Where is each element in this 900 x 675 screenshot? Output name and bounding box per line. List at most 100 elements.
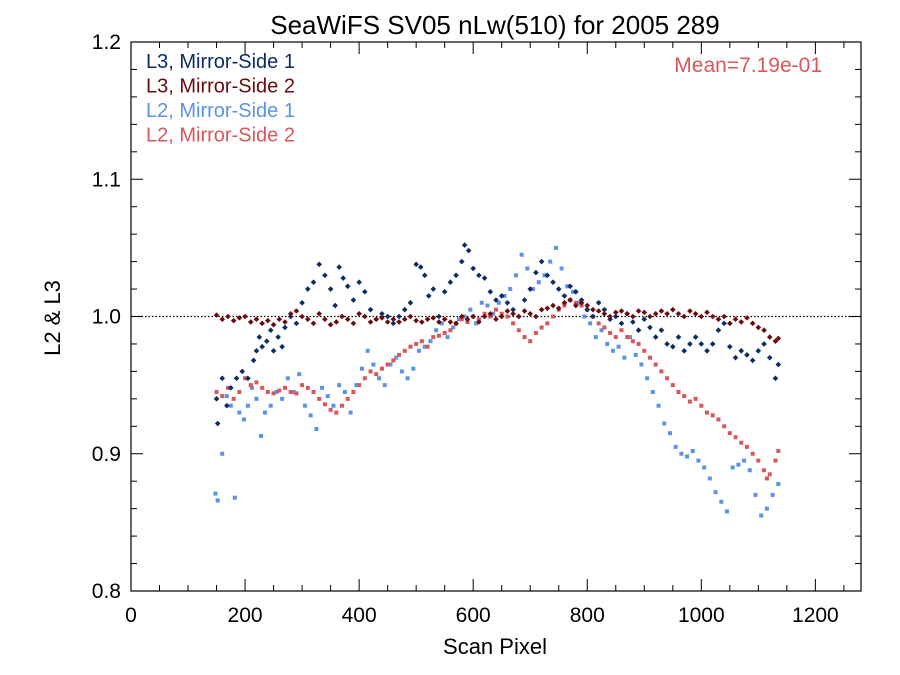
data-point xyxy=(481,275,488,281)
data-point xyxy=(320,385,325,390)
data-point xyxy=(447,279,454,285)
data-point xyxy=(764,506,769,511)
data-point xyxy=(453,272,459,279)
data-point xyxy=(727,320,733,327)
data-point xyxy=(550,279,556,285)
data-point xyxy=(533,330,538,335)
data-point xyxy=(727,343,733,350)
data-point xyxy=(522,335,527,340)
data-point xyxy=(742,458,747,463)
data-point xyxy=(348,410,353,415)
data-point xyxy=(698,313,705,320)
data-point xyxy=(390,316,397,323)
data-point xyxy=(476,319,482,325)
data-point xyxy=(608,330,613,335)
data-point xyxy=(721,320,727,327)
data-point xyxy=(519,252,524,257)
data-point xyxy=(494,307,498,312)
data-point xyxy=(242,313,248,320)
data-point xyxy=(730,465,735,470)
data-point xyxy=(340,403,345,408)
data-point xyxy=(555,286,562,292)
data-point xyxy=(379,366,384,371)
data-point xyxy=(496,300,501,305)
x-tick-label: 800 xyxy=(570,604,605,627)
series-2 xyxy=(213,297,782,345)
data-point xyxy=(441,288,448,295)
data-point xyxy=(245,403,250,408)
data-point xyxy=(736,462,741,467)
data-point xyxy=(220,451,225,456)
data-point xyxy=(248,383,253,388)
data-point xyxy=(750,451,755,456)
data-point xyxy=(344,283,351,290)
legend-entry: L3, Mirror-Side 1 xyxy=(146,51,295,73)
data-point xyxy=(327,286,334,292)
data-point xyxy=(732,316,739,323)
data-point xyxy=(351,389,356,394)
data-point xyxy=(641,309,648,316)
data-point xyxy=(314,427,319,432)
data-point xyxy=(265,389,270,394)
data-point xyxy=(675,334,682,340)
data-point xyxy=(744,315,750,321)
data-point xyxy=(693,396,698,401)
data-point xyxy=(362,288,368,295)
data-point xyxy=(647,324,653,331)
data-point xyxy=(256,334,263,340)
data-point xyxy=(263,338,270,345)
data-point xyxy=(299,299,305,306)
data-point xyxy=(228,385,234,391)
x-tick-label: 0 xyxy=(125,604,137,627)
data-point xyxy=(265,317,271,324)
x-axis-label: Scan Pixel xyxy=(443,634,547,659)
data-point xyxy=(464,316,471,323)
data-point xyxy=(573,302,579,309)
mean-annotation: Mean=7.19e-01 xyxy=(674,54,822,77)
data-point xyxy=(476,272,482,279)
data-point xyxy=(511,321,516,326)
data-point xyxy=(367,306,374,313)
data-point xyxy=(377,376,382,381)
data-points xyxy=(213,242,782,518)
data-point xyxy=(311,389,316,394)
data-point xyxy=(300,383,305,388)
data-point xyxy=(698,341,705,347)
data-point xyxy=(528,339,533,344)
data-point xyxy=(542,273,547,278)
data-point xyxy=(302,403,307,408)
data-point xyxy=(465,247,472,254)
data-point xyxy=(650,389,655,394)
data-point xyxy=(676,389,681,394)
data-point xyxy=(304,316,311,323)
data-point xyxy=(653,362,658,367)
data-point xyxy=(368,369,373,374)
data-point xyxy=(322,402,327,407)
data-point xyxy=(738,348,745,354)
data-point xyxy=(336,264,342,270)
data-point xyxy=(548,259,553,264)
data-point xyxy=(710,413,715,418)
data-point xyxy=(658,308,665,314)
data-point xyxy=(308,413,313,418)
data-point xyxy=(345,396,350,401)
data-point xyxy=(350,297,357,303)
data-point xyxy=(422,344,427,349)
data-point xyxy=(687,308,693,314)
data-point xyxy=(448,328,453,333)
data-point xyxy=(397,352,402,357)
data-point xyxy=(277,388,282,393)
data-point xyxy=(268,403,273,408)
data-point xyxy=(652,334,659,340)
x-tick-label: 400 xyxy=(342,604,377,627)
data-point xyxy=(636,341,641,346)
data-point xyxy=(687,341,693,347)
data-point xyxy=(356,310,362,317)
data-point xyxy=(733,435,738,440)
data-point xyxy=(243,376,248,381)
data-point xyxy=(253,348,260,354)
data-point xyxy=(354,383,359,388)
data-point xyxy=(538,306,545,313)
axis-ticks: 0 200 400 600 800 1000 1200 0.8 0.9 1.0 1.1 1.2 xyxy=(92,31,861,627)
data-point xyxy=(504,308,511,314)
